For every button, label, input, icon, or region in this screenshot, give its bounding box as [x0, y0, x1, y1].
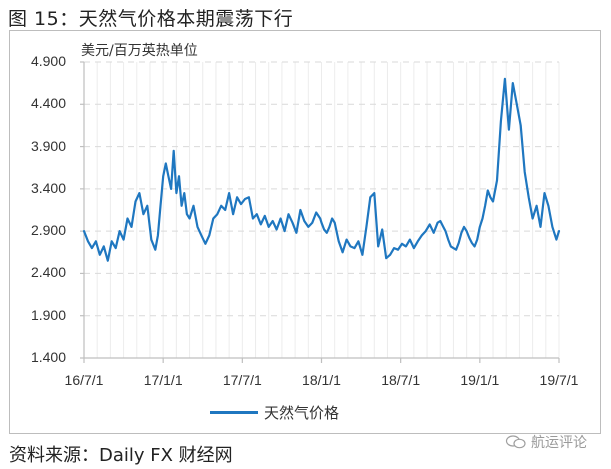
watermark: 航运评论: [505, 432, 587, 452]
natural-gas-price-line: [82, 77, 561, 262]
figure-title: 图 15：天然气价格本期震荡下行: [8, 8, 294, 30]
x-tick-label: 16/7/1: [64, 372, 104, 388]
horizontal-gridlines: [84, 61, 559, 317]
y-tick-label: 1.900: [30, 306, 66, 323]
axes: [80, 61, 560, 363]
wechat-icon: [505, 435, 526, 449]
x-tick-label: 19/7/1: [539, 372, 579, 388]
x-tick-label: 17/1/1: [143, 372, 183, 388]
x-tick-label: 17/7/1: [222, 372, 262, 388]
legend: 天然气价格: [210, 402, 339, 423]
y-tick-label: 4.900: [30, 53, 66, 69]
legend-label: 天然气价格: [264, 404, 340, 422]
y-axis-label: 美元/百万英热单位: [81, 43, 198, 59]
source-note: 资料来源：Daily FX 财经网: [9, 445, 233, 466]
legend-line-swatch: [210, 411, 258, 414]
y-tick-label: 3.900: [30, 137, 66, 154]
y-tick-label: 2.900: [30, 222, 66, 239]
x-tick-label: 19/1/1: [460, 372, 500, 388]
watermark-text: 航运评论: [531, 435, 587, 451]
x-tick-label: 18/1/1: [302, 372, 341, 388]
y-tick-label: 2.400: [30, 264, 66, 281]
x-tick-label: 18/7/1: [381, 372, 421, 388]
y-tick-label: 3.400: [30, 179, 66, 196]
vertical-gridlines: [96, 62, 560, 358]
y-tick-label: 4.400: [30, 95, 66, 112]
y-tick-label: 1.400: [30, 349, 66, 365]
